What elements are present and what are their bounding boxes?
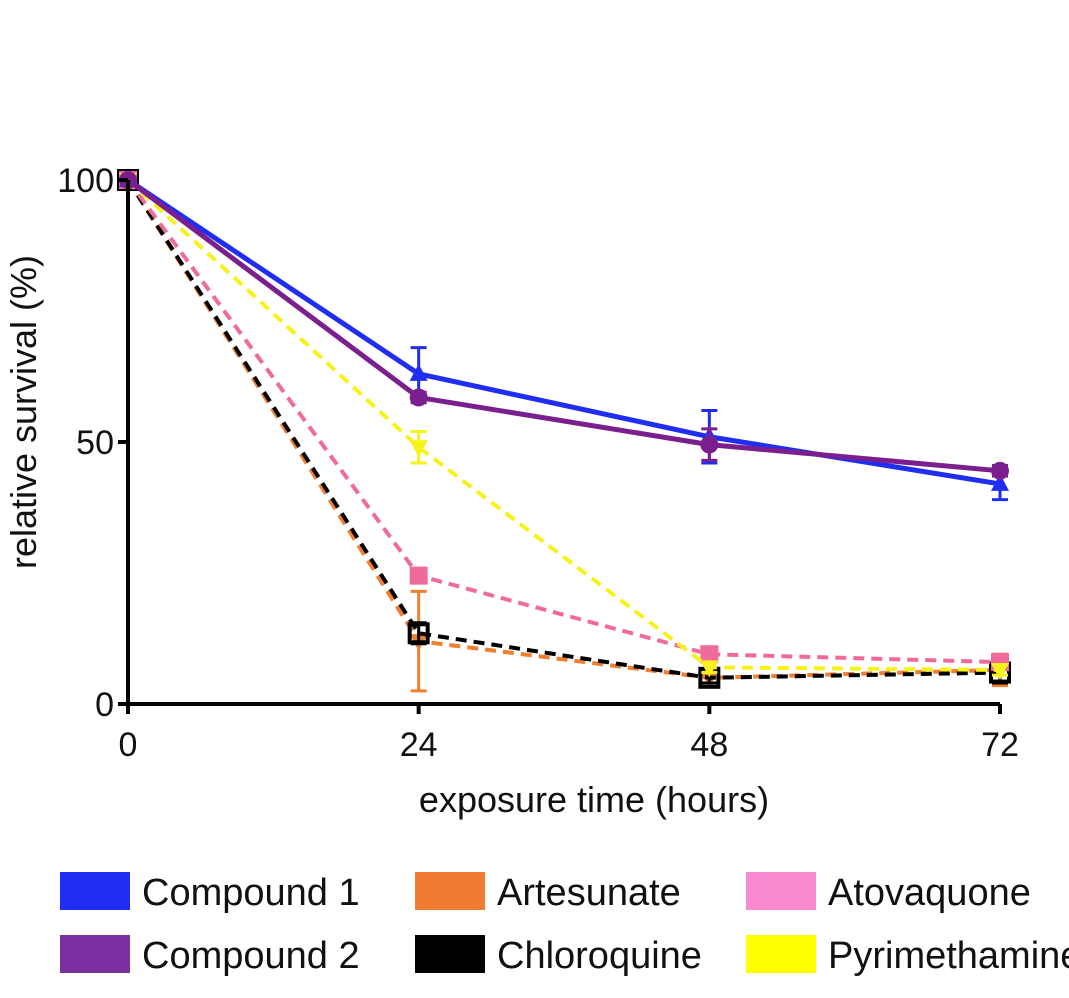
series-line-pyrimethamine	[126, 178, 1001, 672]
series-line-compound-2	[126, 177, 1001, 474]
legend-label: Artesunate	[497, 872, 681, 914]
data-point-compound-2	[409, 388, 428, 407]
y-tick-label: 0	[95, 686, 114, 724]
legend-item-pyrimethamine: Pyrimethamine	[746, 935, 1069, 977]
x-tick-label: 48	[690, 726, 728, 764]
legend-swatch	[746, 872, 816, 910]
series-line-chloroquine	[126, 178, 1001, 680]
legend-item-compound-2: Compound 2	[60, 935, 360, 977]
y-axis-title: relative survival (%)	[3, 255, 44, 569]
legend-label: Pyrimethamine	[828, 935, 1069, 977]
x-tick-label: 72	[981, 726, 1019, 764]
data-point-chloroquine	[407, 622, 430, 645]
x-tick-label: 0	[119, 726, 138, 764]
legend-item-artesunate: Artesunate	[415, 872, 681, 914]
data-point-atovaquone	[700, 645, 719, 664]
legend-swatch	[415, 935, 485, 973]
data-point-compound-1	[991, 473, 1009, 491]
y-tick-label: 50	[76, 424, 114, 462]
legend-item-compound-1: Compound 1	[60, 872, 360, 914]
series-line-atovaquone	[126, 178, 1001, 665]
legend-item-atovaquone: Atovaquone	[746, 872, 1031, 914]
legend-swatch	[746, 935, 816, 973]
data-point-pyrimethamine	[409, 440, 428, 458]
data-point-compound-2	[700, 435, 719, 454]
data-point-pyrimethamine	[700, 660, 719, 678]
legend-label: Chloroquine	[497, 935, 702, 977]
y-tick-label: 100	[57, 162, 114, 200]
data-point-compound-2	[991, 461, 1009, 480]
legend-swatch	[60, 872, 130, 910]
tick-marks: 0 24 48 72 0 50 100	[57, 162, 1019, 764]
legend-label: Atovaquone	[828, 872, 1031, 914]
axes	[126, 180, 1000, 706]
legend-label: Compound 2	[142, 935, 360, 977]
series-line-compound-1	[126, 177, 1001, 487]
x-tick-label: 24	[400, 726, 438, 764]
data-point-compound-1	[409, 363, 428, 381]
series-line-artesunate	[126, 178, 1001, 680]
legend-item-chloroquine: Chloroquine	[415, 935, 702, 977]
x-axis-title: exposure time (hours)	[419, 779, 769, 820]
legend-label: Compound 1	[142, 872, 360, 914]
legend-swatch	[415, 872, 485, 910]
legend: Compound 1 Compound 2 Artesunate Chloroquin…	[60, 872, 1069, 977]
plot-area	[117, 169, 1011, 693]
legend-swatch	[60, 935, 130, 973]
data-point-pyrimethamine	[991, 662, 1009, 680]
data-point-atovaquone	[409, 566, 428, 585]
